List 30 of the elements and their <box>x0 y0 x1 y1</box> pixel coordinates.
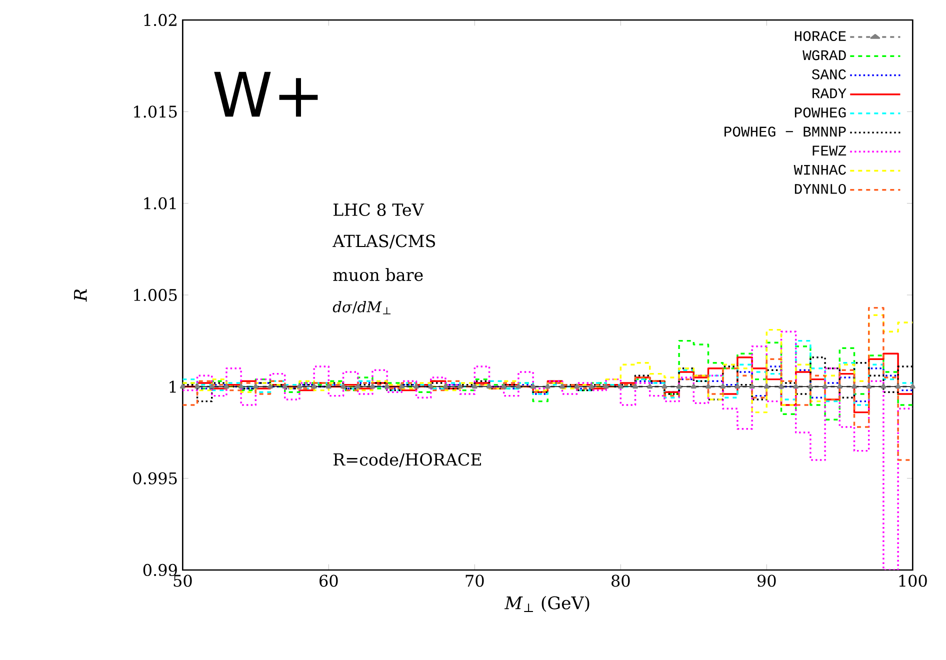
legend-label: POWHEG <box>794 108 846 118</box>
annotation: ATLAS/CMS <box>332 234 435 249</box>
x-tick-label: 70 <box>466 574 484 587</box>
annotation: R=code/HORACE <box>334 452 481 468</box>
legend-label: DYNNLO <box>794 184 846 194</box>
x-tick-label: 90 <box>757 574 776 587</box>
annotation: LHC 8 TeV <box>334 203 424 216</box>
legend-label: SANC <box>812 69 846 80</box>
y-tick-label: 1.01 <box>144 197 176 210</box>
legend-label: WINHAC <box>794 164 846 175</box>
legend-label: WGRAD <box>802 50 846 60</box>
legend-label: POWHEG − BMNNP <box>724 126 846 137</box>
y-tick-label: 1 <box>170 380 176 393</box>
annotation: dσ/dM$_{⊥}$ <box>332 300 391 314</box>
legend-label: RADY <box>812 88 846 98</box>
legend-label: FEWZ <box>812 146 846 156</box>
x-tick-label: 50 <box>174 574 192 587</box>
x-axis-title: M$_{⊥}$ (GeV) <box>504 596 590 612</box>
y-tick-label: 1.005 <box>134 288 177 302</box>
x-tick-label: 60 <box>320 574 338 587</box>
y-tick-label: 0.995 <box>133 472 177 484</box>
x-tick-label: 100 <box>899 574 927 587</box>
annotation: W+ <box>214 72 318 117</box>
y-tick-label: 0.99 <box>143 564 177 576</box>
y-tick-label: 1.02 <box>144 14 176 26</box>
legend-label: HORACE <box>794 31 846 42</box>
x-tick-label: 80 <box>612 574 630 587</box>
y-tick-label: 1.015 <box>134 106 177 118</box>
annotation: muon bare <box>333 268 423 282</box>
y-axis-title: R <box>74 289 87 302</box>
